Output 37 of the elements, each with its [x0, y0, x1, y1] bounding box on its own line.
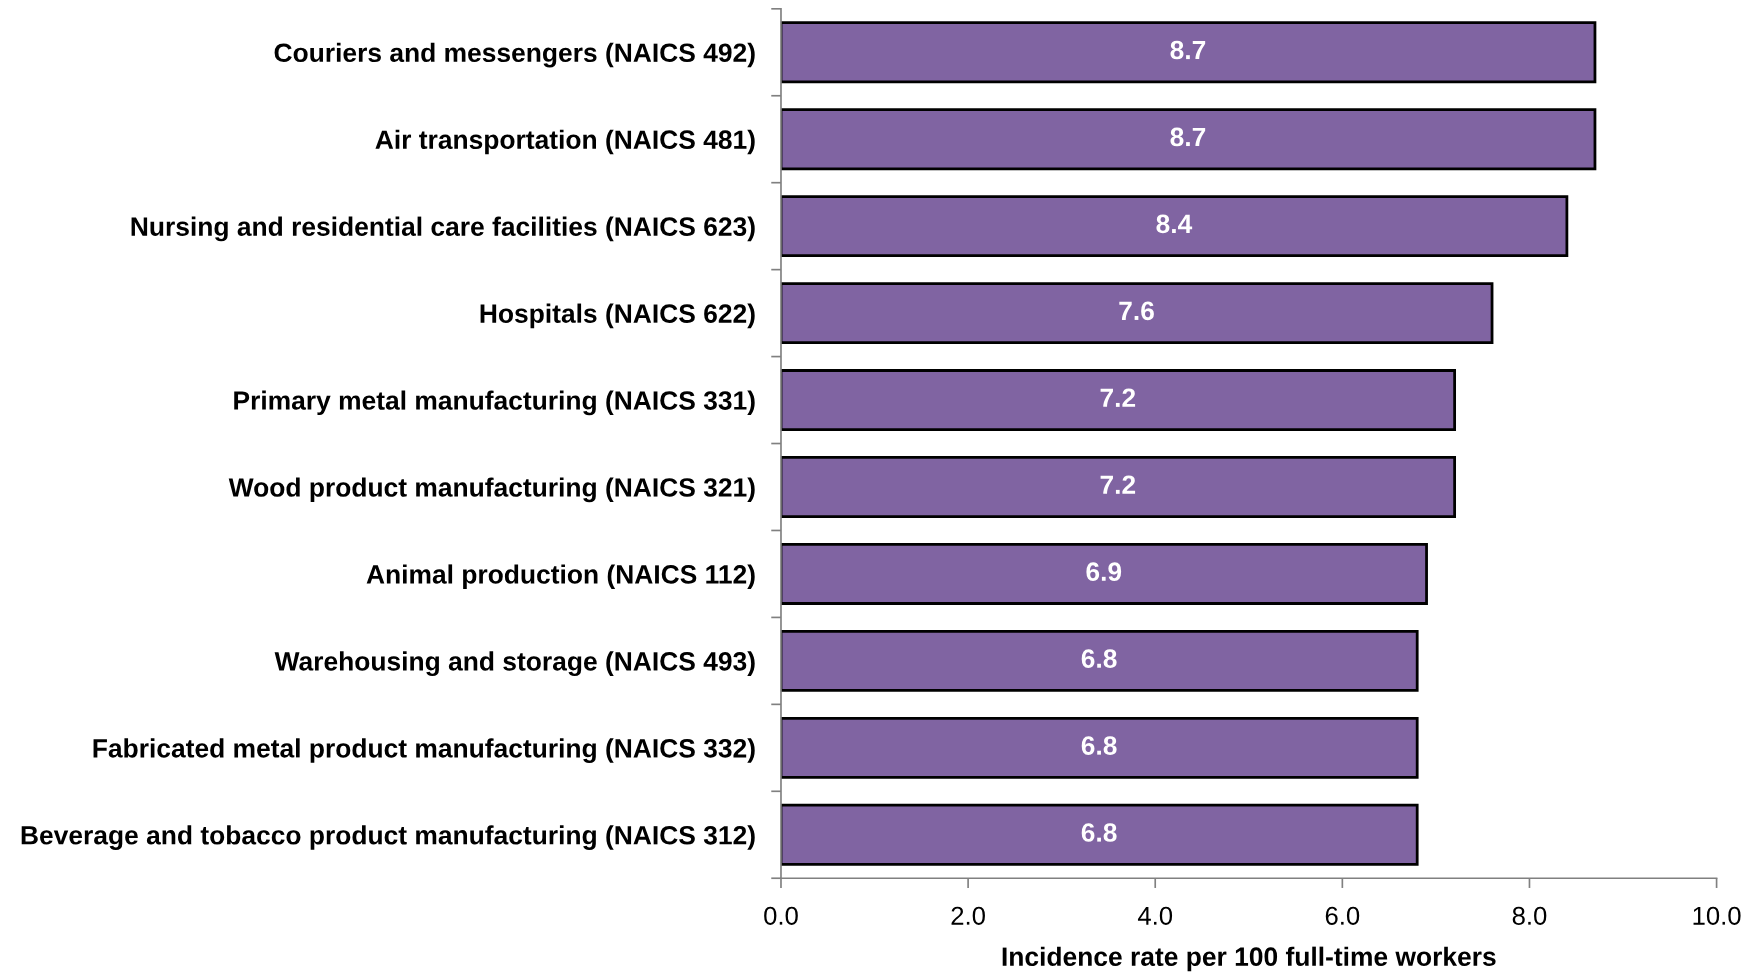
data-label: 7.6	[1119, 301, 1154, 321]
data-label: 7.2	[1100, 475, 1136, 494]
bar	[780, 21, 1597, 84]
bar	[780, 195, 1569, 258]
bar	[780, 716, 1419, 779]
bar	[780, 456, 1457, 518]
bar	[780, 803, 1419, 866]
data-label: 6.9	[1086, 562, 1122, 582]
y-tick-label: Beverage and tobacco product manufacturing (NAICS 312)	[21, 825, 755, 850]
x-tick-label: 10.0	[1693, 906, 1741, 925]
y-tick-label: Animal production (NAICS 112)	[366, 564, 755, 589]
bar	[780, 369, 1457, 431]
data-label: 8.4	[1156, 214, 1193, 234]
bar	[780, 629, 1419, 692]
x-tick-label: 8.0	[1512, 906, 1547, 925]
data-label: 8.7	[1170, 40, 1206, 60]
y-tick-label: Fabricated metal product manufacturing (NAICS 332)	[93, 738, 755, 763]
y-tick-label: Wood product manufacturing (NAICS 321)	[228, 477, 755, 503]
y-tick-label: Primary metal manufacturing (NAICS 331)	[234, 390, 755, 416]
y-tick-label: Couriers and messengers (NAICS 492)	[274, 42, 755, 68]
bar	[780, 108, 1597, 171]
data-label: 8.7	[1170, 127, 1206, 147]
x-tick-label: 2.0	[951, 906, 985, 925]
x-tick-label: 6.0	[1325, 906, 1360, 925]
data-label: 7.2	[1100, 388, 1136, 407]
y-tick-label: Air transportation (NAICS 481)	[375, 129, 755, 155]
data-label: 6.8	[1081, 823, 1117, 842]
data-label: 6.8	[1081, 736, 1117, 755]
x-tick-label: 4.0	[1137, 906, 1173, 925]
x-tick-label: 0.0	[764, 906, 798, 925]
y-tick-label: Hospitals (NAICS 622)	[480, 303, 755, 329]
y-tick-label: Warehousing and storage (NAICS 493)	[274, 651, 755, 677]
data-label: 6.8	[1081, 649, 1117, 668]
x-axis-title: Incidence rate per 100 full-time workers	[1002, 946, 1496, 972]
bar	[780, 282, 1494, 345]
bar	[780, 542, 1428, 605]
y-tick-label: Nursing and residential care facilities (NAICS 623)	[131, 216, 755, 242]
